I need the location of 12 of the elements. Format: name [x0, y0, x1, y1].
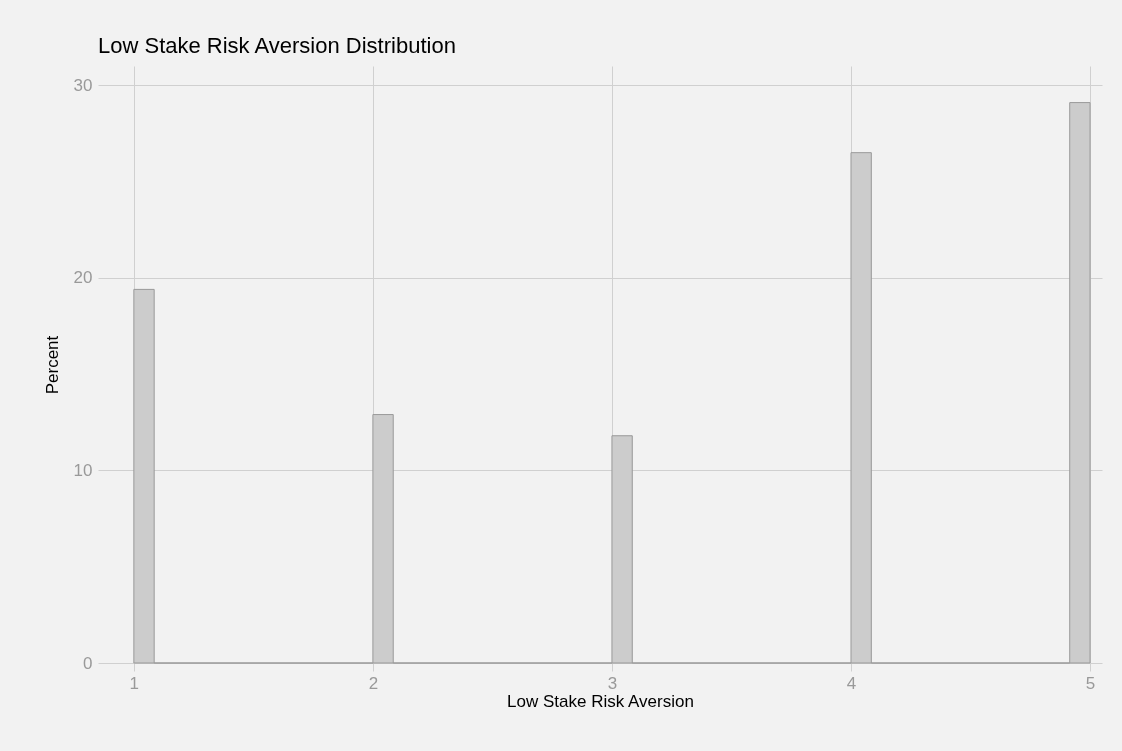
x-tick-label: 4 — [846, 673, 857, 693]
x-tick-label: 3 — [607, 673, 618, 693]
x-axis-title: Low Stake Risk Aversion — [507, 691, 694, 711]
x-tick-label: 2 — [368, 673, 379, 693]
y-tick-label: 10 — [73, 460, 93, 480]
y-tick-label: 0 — [83, 653, 93, 673]
y-tick-label: 20 — [73, 268, 93, 288]
x-tick-label: 5 — [1085, 673, 1096, 693]
y-tick-label: 30 — [73, 75, 93, 95]
chart-title: Low Stake Risk Aversion Distribution — [98, 33, 456, 58]
x-tick-label: 1 — [129, 673, 140, 693]
y-axis-title: Percent — [42, 335, 62, 395]
